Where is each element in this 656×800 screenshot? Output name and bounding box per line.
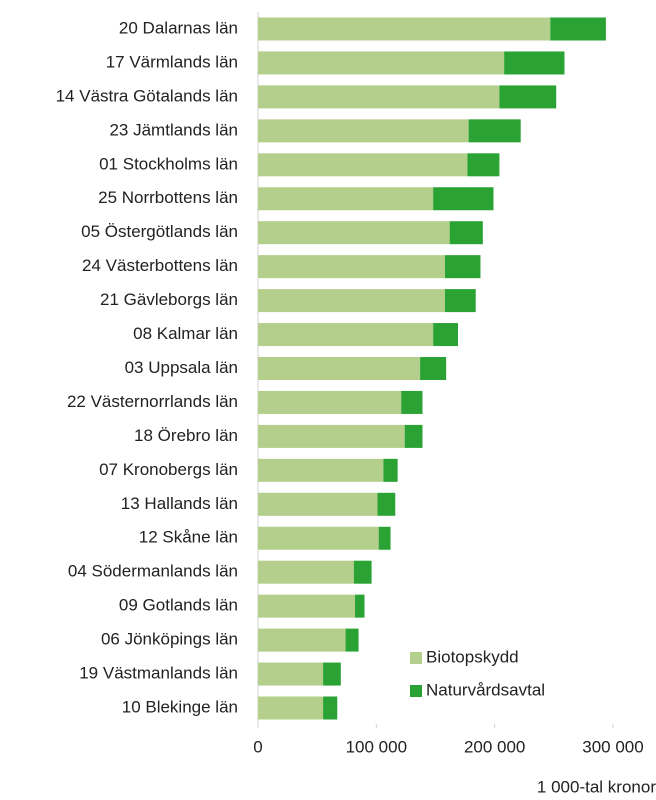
y-tick-label: 18 Örebro län	[134, 426, 238, 445]
bar-segment	[401, 390, 423, 414]
bar-segment	[258, 662, 324, 686]
y-tick-label: 25 Norrbottens län	[98, 188, 238, 207]
bar-segment	[258, 390, 402, 414]
y-tick-label: 20 Dalarnas län	[119, 18, 238, 37]
y-tick-label: 04 Södermanlands län	[68, 562, 238, 581]
y-tick-label: 22 Västernorrlands län	[67, 392, 238, 411]
bar-segment	[258, 187, 434, 211]
y-tick-label: 08 Kalmar län	[133, 324, 238, 343]
bar-segment	[258, 289, 445, 313]
bar-segment	[258, 560, 354, 584]
bar-segment	[444, 255, 481, 279]
bar-segment	[258, 492, 378, 516]
y-tick-label: 21 Gävleborgs län	[100, 290, 238, 309]
bar-segment	[258, 17, 551, 41]
bar-segment	[258, 424, 405, 448]
bar-segment	[504, 51, 565, 75]
bar-segment	[467, 153, 500, 177]
bar-segment	[433, 187, 494, 211]
bar-segment	[323, 696, 338, 720]
bar-segment	[383, 458, 398, 482]
x-axis-label: 1 000-tal kronor	[537, 777, 656, 796]
bar-segment	[258, 255, 445, 279]
bar-segment	[378, 526, 391, 550]
y-tick-label: 17 Värmlands län	[106, 52, 238, 71]
x-tick-label: 100 000	[346, 737, 407, 756]
bar-segment	[258, 119, 469, 143]
bar-segment	[258, 628, 346, 652]
y-tick-label: 10 Blekinge län	[122, 697, 238, 716]
bar-segment	[323, 662, 341, 686]
bar-segment	[468, 119, 521, 143]
bar-segment	[355, 594, 365, 618]
bar-segment	[258, 51, 505, 75]
bar-segment	[377, 492, 396, 516]
bar-segment	[258, 526, 379, 550]
y-tick-label: 01 Stockholms län	[99, 154, 238, 173]
bar-segment	[258, 696, 324, 720]
x-tick-label: 200 000	[464, 737, 525, 756]
bar-segment	[258, 221, 450, 245]
bar-segment	[258, 153, 468, 177]
y-tick-label: 14 Västra Götalands län	[56, 86, 238, 105]
bar-segment	[499, 85, 557, 109]
y-tick-label: 05 Östergötlands län	[81, 222, 238, 241]
bar-segment	[449, 221, 483, 245]
x-tick-label: 300 000	[582, 737, 643, 756]
bar-segment	[353, 560, 372, 584]
bar-segment	[444, 289, 476, 313]
legend-swatch	[410, 652, 422, 664]
y-tick-label: 19 Västmanlands län	[79, 664, 238, 683]
bar-segment	[258, 458, 384, 482]
y-tick-label: 09 Gotlands län	[119, 596, 238, 615]
y-tick-label: 06 Jönköpings län	[101, 630, 238, 649]
bar-segment	[258, 323, 434, 347]
y-tick-label: 13 Hallands län	[121, 494, 238, 513]
bar-segment	[345, 628, 359, 652]
y-tick-label: 07 Kronobergs län	[99, 460, 238, 479]
bar-segment	[258, 357, 421, 380]
bar-segment	[550, 17, 606, 41]
legend-label: Biotopskydd	[426, 647, 519, 666]
bar-segment	[404, 424, 423, 448]
bar-segment	[258, 594, 356, 618]
bar-segment	[258, 85, 500, 109]
y-tick-label: 12 Skåne län	[139, 528, 238, 547]
bar-segment	[433, 323, 458, 347]
x-tick-label: 0	[253, 737, 262, 756]
bar-segment	[420, 357, 447, 380]
y-tick-label: 03 Uppsala län	[125, 358, 238, 377]
legend-label: Naturvårdsavtal	[426, 680, 545, 699]
legend-swatch	[410, 685, 422, 697]
y-tick-label: 23 Jämtlands län	[109, 120, 238, 139]
y-tick-label: 24 Västerbottens län	[82, 256, 238, 275]
